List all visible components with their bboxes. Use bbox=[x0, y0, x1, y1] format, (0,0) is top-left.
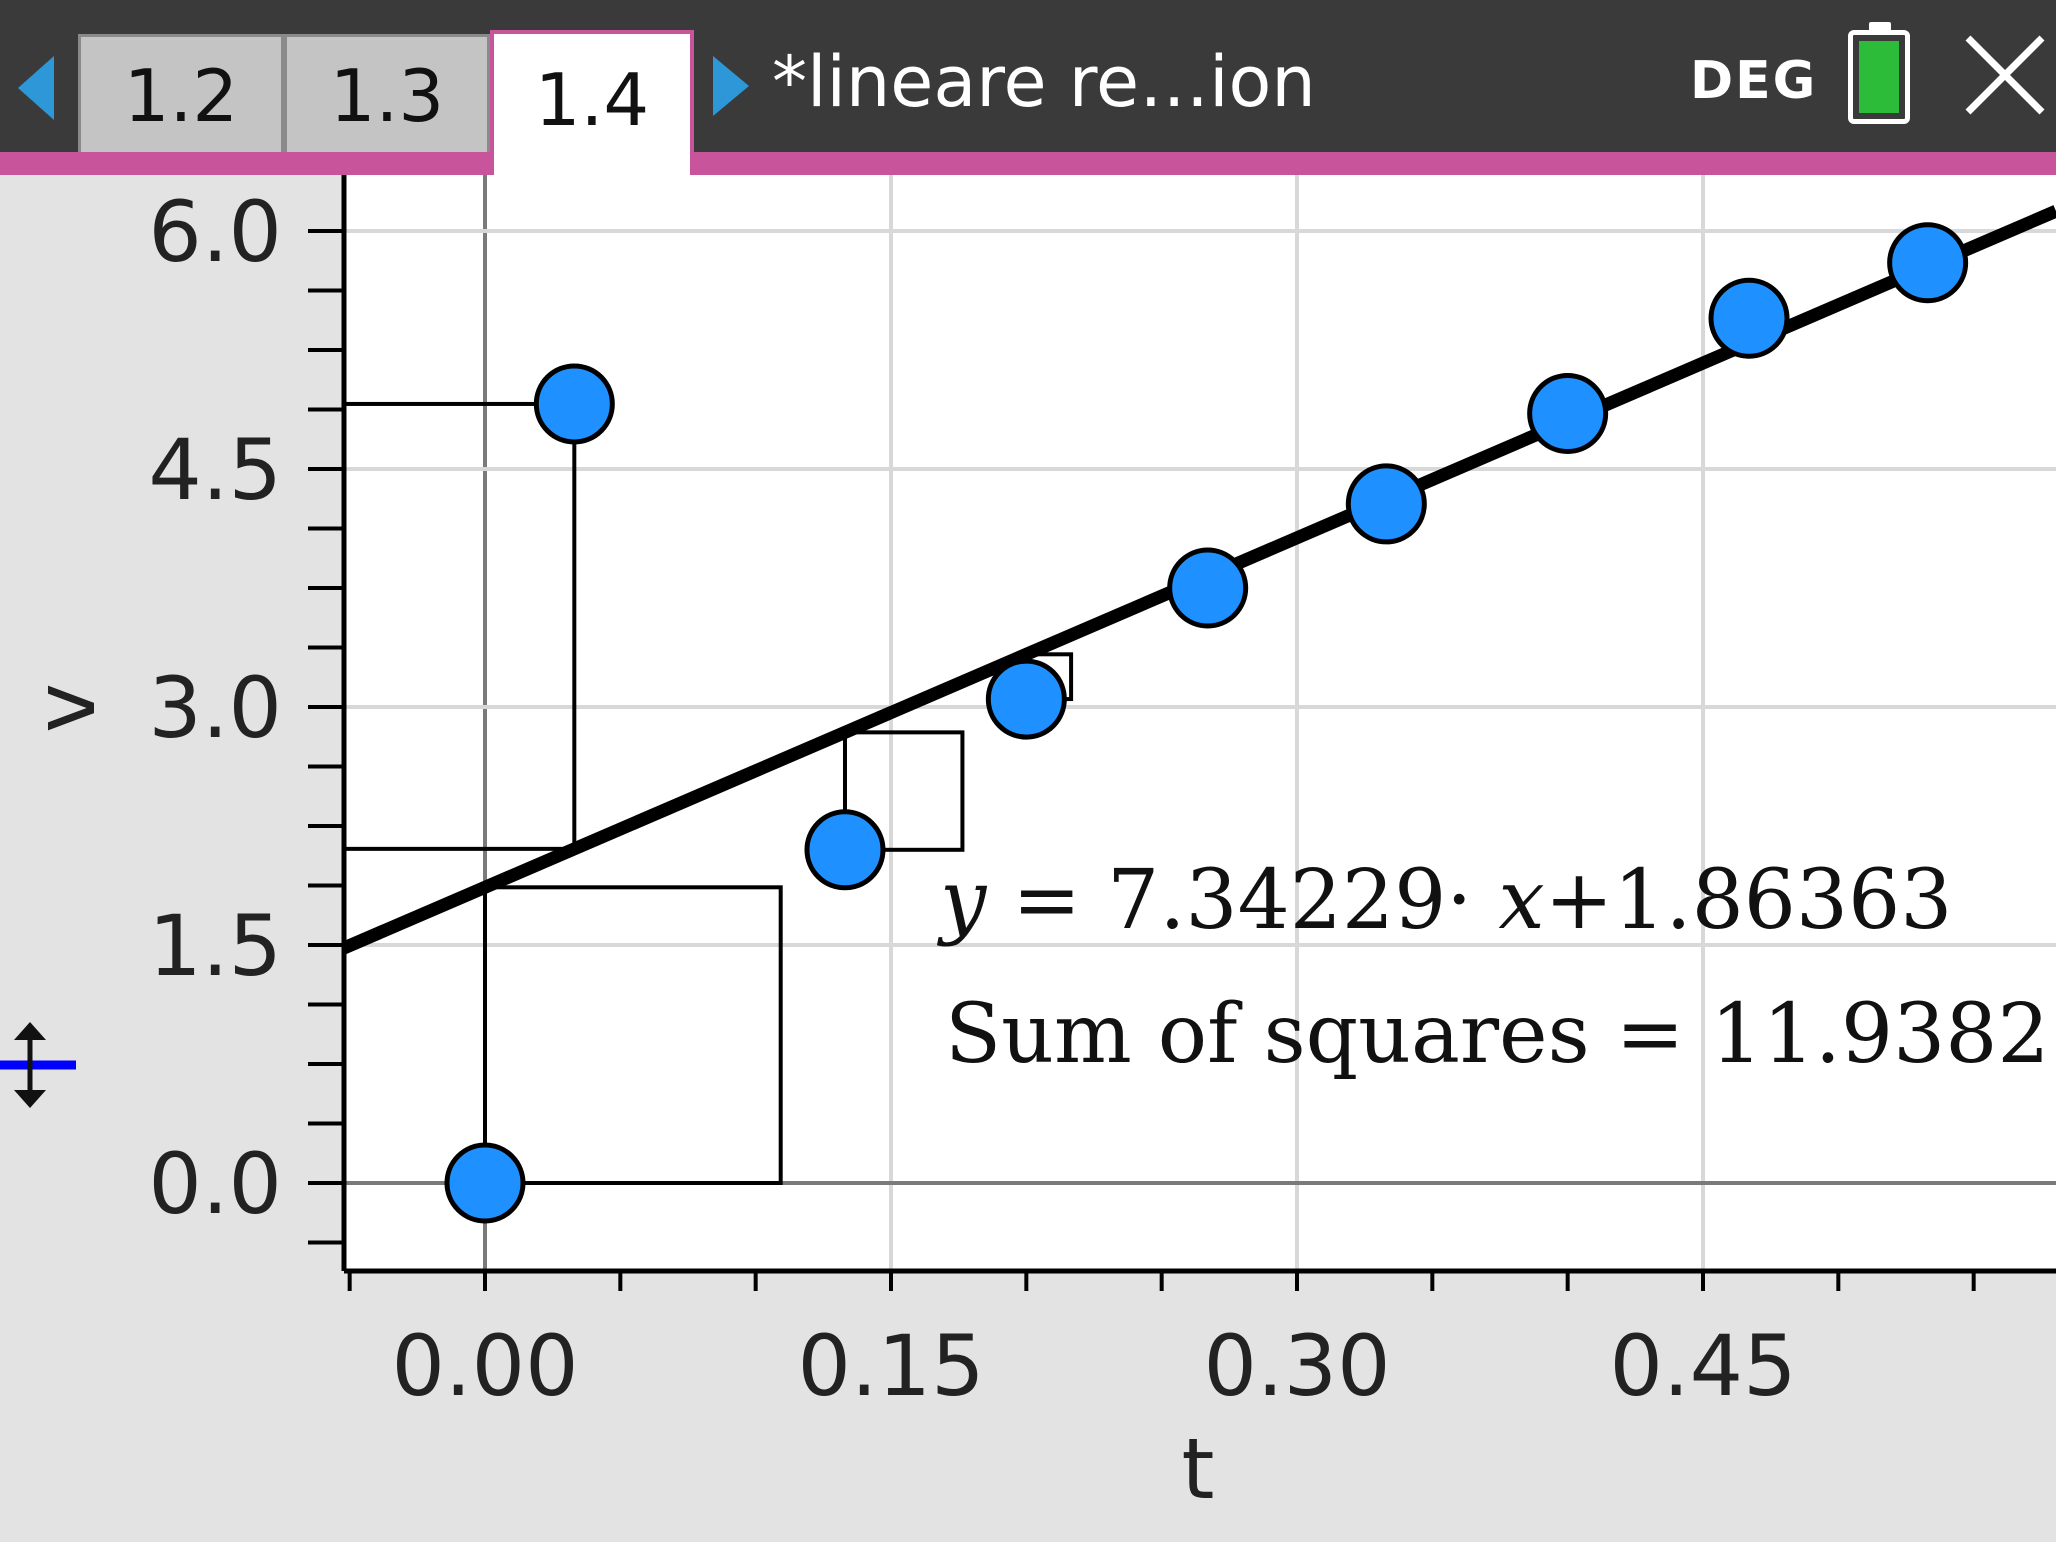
scatter-plot: 0.00 0.15 0.30 0.45 0.0 1.5 3.0 4.5 6.0 t v y = 7.… bbox=[0, 175, 2056, 1518]
data-point bbox=[985, 658, 1067, 740]
axes bbox=[308, 175, 2056, 1291]
battery-level bbox=[1859, 41, 1899, 113]
data-point bbox=[1708, 277, 1790, 359]
angle-mode-indicator: DEG bbox=[1690, 51, 1818, 111]
tab-1-4[interactable]: 1.4 bbox=[490, 30, 694, 176]
sum-of-squares-label: Sum of squares = 11.9382 bbox=[945, 987, 2050, 1082]
tab-1-2[interactable]: 1.2 bbox=[78, 34, 284, 152]
x-axis-label: t bbox=[1182, 1420, 1215, 1518]
y-axis-label: v bbox=[16, 683, 114, 733]
grid-lines bbox=[344, 175, 2056, 1271]
y-tick-label: 4.5 bbox=[148, 421, 282, 519]
regression-equation: y = 7.34229· x+1.86363 bbox=[936, 853, 1952, 948]
data-point bbox=[804, 809, 886, 891]
battery-icon bbox=[1848, 22, 1910, 124]
tab-accent-bar bbox=[0, 152, 2056, 175]
data-point bbox=[1527, 372, 1609, 454]
data-point bbox=[444, 1142, 526, 1224]
plot-area bbox=[344, 175, 2056, 1271]
x-tick-label: 0.30 bbox=[1203, 1317, 1390, 1415]
data-point bbox=[1887, 222, 1969, 304]
y-tick-label: 1.5 bbox=[148, 897, 282, 995]
x-tick-label: 0.00 bbox=[391, 1317, 578, 1415]
residual-square bbox=[483, 885, 783, 1185]
triangle-right-icon[interactable] bbox=[713, 56, 749, 116]
close-icon[interactable] bbox=[1960, 30, 2050, 120]
x-tick-label: 0.15 bbox=[797, 1317, 984, 1415]
y-tick-label: 0.0 bbox=[148, 1135, 282, 1233]
vertical-resize-icon[interactable] bbox=[0, 1022, 76, 1108]
x-tick-label: 0.45 bbox=[1609, 1317, 1796, 1415]
y-tick-label: 3.0 bbox=[148, 659, 282, 757]
residual-square bbox=[842, 730, 965, 852]
triangle-left-icon[interactable] bbox=[18, 56, 54, 120]
data-points bbox=[444, 222, 1969, 1224]
data-point bbox=[533, 363, 615, 445]
y-tick-label: 6.0 bbox=[148, 183, 282, 281]
data-point bbox=[1345, 463, 1427, 545]
axis-labels: 0.00 0.15 0.30 0.45 0.0 1.5 3.0 4.5 6.0 t v bbox=[16, 183, 1797, 1518]
data-point bbox=[1167, 547, 1249, 629]
document-title: *lineare re…ion bbox=[772, 41, 1316, 123]
tab-1-3[interactable]: 1.3 bbox=[284, 34, 490, 152]
